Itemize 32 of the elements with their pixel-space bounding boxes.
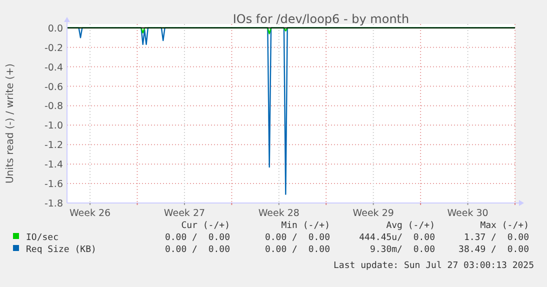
text: 0.00 / 0.00 <box>164 233 230 243</box>
y-tick-label: -0.6 <box>44 82 63 93</box>
y-tick-label: -0.8 <box>44 101 63 112</box>
text: 444.45u/ 0.00 <box>359 233 435 243</box>
x-tick-label: Week 27 <box>164 208 206 219</box>
y-tick-label: -1.8 <box>44 198 63 210</box>
y-tick-label: -1.4 <box>44 160 63 171</box>
y-tick-label: -0.4 <box>44 62 63 74</box>
y-tick-label: -0.2 <box>44 42 63 54</box>
text: 9.30m/ 0.00 <box>370 245 435 255</box>
y-tick-label: 0.0 <box>48 23 63 34</box>
y-axis-title: Units read (-) / write (+) <box>5 63 16 184</box>
chart-title: IOs for /dev/loop6 - by month <box>232 12 410 26</box>
text: Max (-/+) <box>480 221 529 231</box>
x-tick-label: Week 29 <box>352 208 394 219</box>
x-tick-label: Week 28 <box>258 208 300 219</box>
text: 0.00 / 0.00 <box>264 233 330 243</box>
text: 38.49 / 0.00 <box>458 245 529 255</box>
text: 0.00 / 0.00 <box>164 245 230 255</box>
y-tick-label: -1.0 <box>44 120 63 132</box>
y-tick-label: -1.6 <box>44 179 63 190</box>
text: Avg (-/+) <box>386 221 435 231</box>
legend-label: Req Size (KB) <box>26 245 96 255</box>
x-tick-label: Week 26 <box>69 208 111 219</box>
text: Min (-/+) <box>281 221 330 231</box>
text: Cur (-/+) <box>181 221 230 231</box>
y-tick-label: -1.2 <box>44 140 63 152</box>
text: 1.37 / 0.00 <box>464 233 529 243</box>
text: 0.00 / 0.00 <box>264 245 330 255</box>
text: Last update: Sun Jul 27 03:00:13 2025 <box>334 261 534 271</box>
x-tick-label: Week 30 <box>447 208 488 219</box>
legend-label: IO/sec <box>26 233 59 243</box>
